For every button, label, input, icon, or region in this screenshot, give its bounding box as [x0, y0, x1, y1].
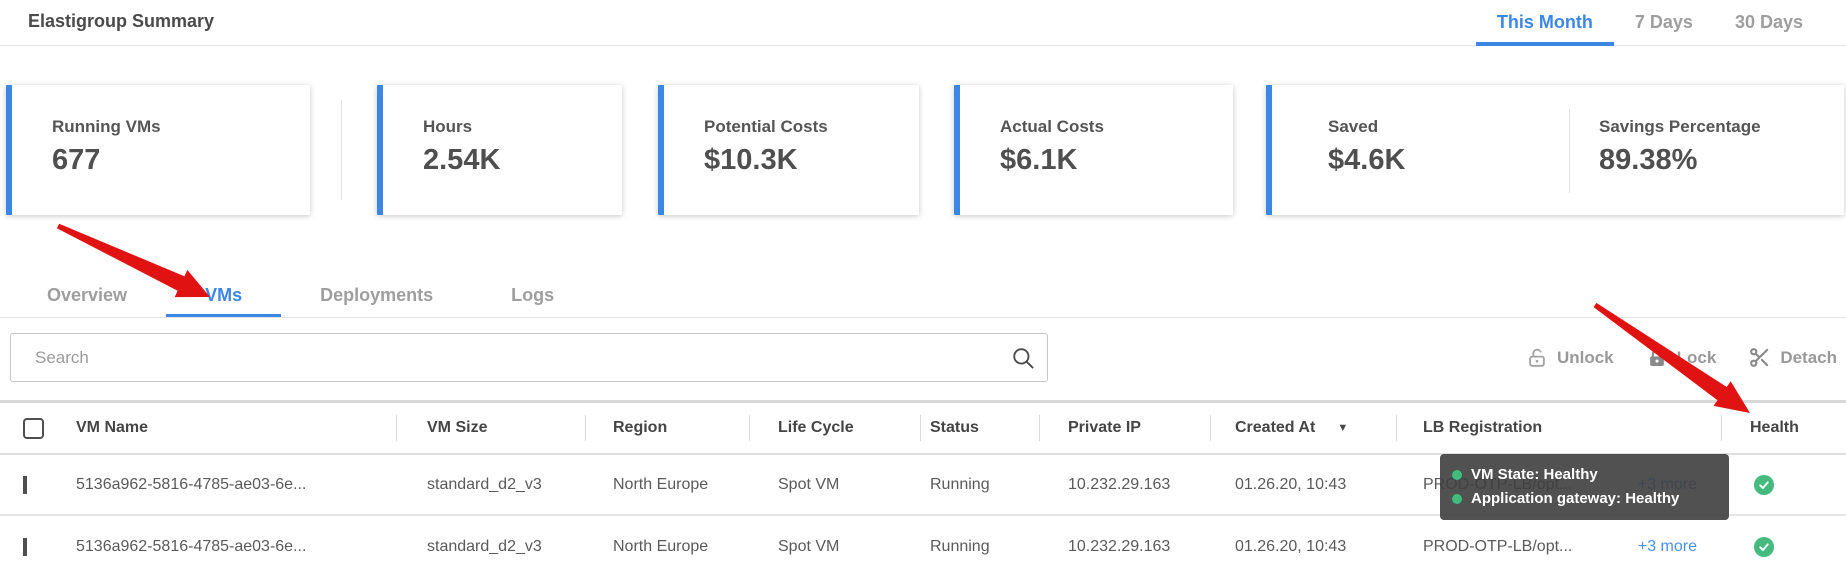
card-hours: Hours 2.54K: [377, 85, 622, 215]
card-label: Actual Costs: [1000, 117, 1104, 136]
cell-life-cycle: Spot VM: [778, 538, 840, 555]
card-value: $10.3K: [704, 144, 798, 176]
card-potential-costs: Potential Costs $10.3K: [658, 85, 919, 215]
unlock-label: Unlock: [1556, 347, 1614, 367]
section-tabs: Overview VMs Deployments Logs: [8, 272, 593, 318]
scissors-icon: [1750, 348, 1769, 367]
column-header-lb-registration[interactable]: LB Registration: [1397, 403, 1722, 453]
sort-desc-icon[interactable]: ▼: [1337, 422, 1349, 434]
tooltip-line: Application gateway: Healthy: [1452, 487, 1717, 511]
cell-life-cycle: Spot VM: [778, 476, 840, 493]
period-tabs: This Month 7 Days 30 Days: [1475, 0, 1824, 46]
healthy-dot-icon: [1452, 470, 1462, 480]
card-running-vms: Running VMs 677: [6, 85, 310, 215]
card-label: Running VMs: [52, 117, 161, 136]
lock-icon: [1649, 348, 1664, 366]
card-savings: Saved $4.6K Savings Percentage 89.38%: [1266, 85, 1844, 215]
period-tab-30-days[interactable]: 30 Days: [1734, 12, 1803, 32]
column-header-vm-name[interactable]: VM Name: [76, 403, 397, 453]
column-header-health[interactable]: Health: [1750, 419, 1799, 436]
card-label: Savings Percentage: [1599, 117, 1761, 136]
health-ok-icon[interactable]: [1754, 475, 1774, 495]
cell-region: North Europe: [613, 538, 709, 555]
tooltip-line: VM State: Healthy: [1452, 463, 1717, 487]
cell-health: [1722, 537, 1846, 557]
column-header-private-ip[interactable]: Private IP: [1040, 403, 1211, 453]
card-value: $4.6K: [1328, 144, 1406, 176]
card-value: 677: [52, 144, 101, 176]
table-row[interactable]: 5136a962-5816-4785-ae03-6e... standard_d…: [0, 517, 1846, 564]
column-header-created-at[interactable]: Created At ▼: [1211, 403, 1397, 453]
card-value: 89.38%: [1599, 144, 1698, 176]
cell-region: North Europe: [613, 476, 709, 493]
cell-private-ip: 10.232.29.163: [1068, 476, 1171, 493]
card-actual-costs: Actual Costs $6.1K: [954, 85, 1233, 215]
lock-button[interactable]: Lock: [1646, 347, 1717, 369]
column-header-life-cycle[interactable]: Life Cycle: [750, 403, 921, 453]
column-header-status[interactable]: Status: [921, 403, 1040, 453]
cell-vm-size: standard_d2_v3: [427, 538, 542, 555]
table-header-row: VM Name VM Size Region Life Cycle Status…: [0, 403, 1846, 453]
unlock-button[interactable]: Unlock: [1526, 347, 1614, 369]
card-label: Saved: [1328, 117, 1379, 136]
cell-status: Running: [930, 538, 990, 555]
page-title: Elastigroup Summary: [28, 11, 215, 31]
tab-vms[interactable]: VMs: [166, 272, 282, 318]
cards-divider: [341, 100, 342, 200]
cell-health: [1722, 475, 1846, 495]
page-header: [0, 0, 1846, 46]
table-actions: Unlock Lock Detach: [1526, 333, 1837, 382]
card-savings-percentage: Savings Percentage 89.38%: [1569, 85, 1761, 177]
period-tab-this-month[interactable]: This Month: [1475, 0, 1614, 46]
tab-logs[interactable]: Logs: [511, 285, 555, 305]
card-label: Hours: [423, 117, 473, 136]
column-header-vm-size[interactable]: VM Size: [397, 403, 586, 453]
tab-deployments[interactable]: Deployments: [320, 285, 434, 305]
tabs-bottom-border: [0, 317, 1846, 318]
cell-private-ip: 10.232.29.163: [1068, 538, 1171, 555]
cell-lb-registration: PROD-OTP-LB/opt... +3 more: [1397, 538, 1722, 556]
header-checkbox-cell: [23, 403, 76, 453]
card-saved: Saved $4.6K: [1288, 85, 1405, 177]
select-all-checkbox[interactable]: [23, 417, 44, 439]
column-header-region[interactable]: Region: [586, 403, 750, 453]
row-divider: [0, 514, 1846, 516]
healthy-dot-icon: [1452, 494, 1462, 504]
health-ok-icon[interactable]: [1754, 537, 1774, 557]
card-label: Potential Costs: [704, 117, 828, 136]
lb-more-link[interactable]: +3 more: [1637, 538, 1697, 555]
unlock-icon: [1529, 348, 1545, 367]
cell-vm-size: standard_d2_v3: [427, 476, 542, 493]
detach-label: Detach: [1780, 347, 1837, 367]
card-value: 2.54K: [423, 144, 501, 176]
search-input[interactable]: [10, 333, 1048, 382]
cell-status: Running: [930, 476, 990, 493]
row-checkbox[interactable]: [23, 476, 27, 494]
table-top-border: [0, 400, 1846, 403]
health-tooltip: VM State: Healthy Application gateway: H…: [1440, 454, 1729, 520]
table-header-border: [0, 453, 1846, 455]
tab-overview[interactable]: Overview: [47, 285, 128, 305]
card-inner-divider: [1569, 109, 1570, 193]
lock-label: Lock: [1676, 347, 1717, 367]
cell-vm-name: 5136a962-5816-4785-ae03-6e...: [76, 538, 307, 555]
cell-created-at: 01.26.20, 10:43: [1235, 476, 1347, 493]
row-checkbox[interactable]: [23, 538, 27, 556]
detach-button[interactable]: Detach: [1748, 346, 1837, 369]
period-tab-7-days[interactable]: 7 Days: [1634, 12, 1693, 32]
card-value: $6.1K: [1000, 144, 1078, 176]
cell-created-at: 01.26.20, 10:43: [1235, 538, 1347, 555]
search-icon: [1013, 348, 1034, 369]
cell-vm-name: 5136a962-5816-4785-ae03-6e...: [76, 476, 307, 493]
